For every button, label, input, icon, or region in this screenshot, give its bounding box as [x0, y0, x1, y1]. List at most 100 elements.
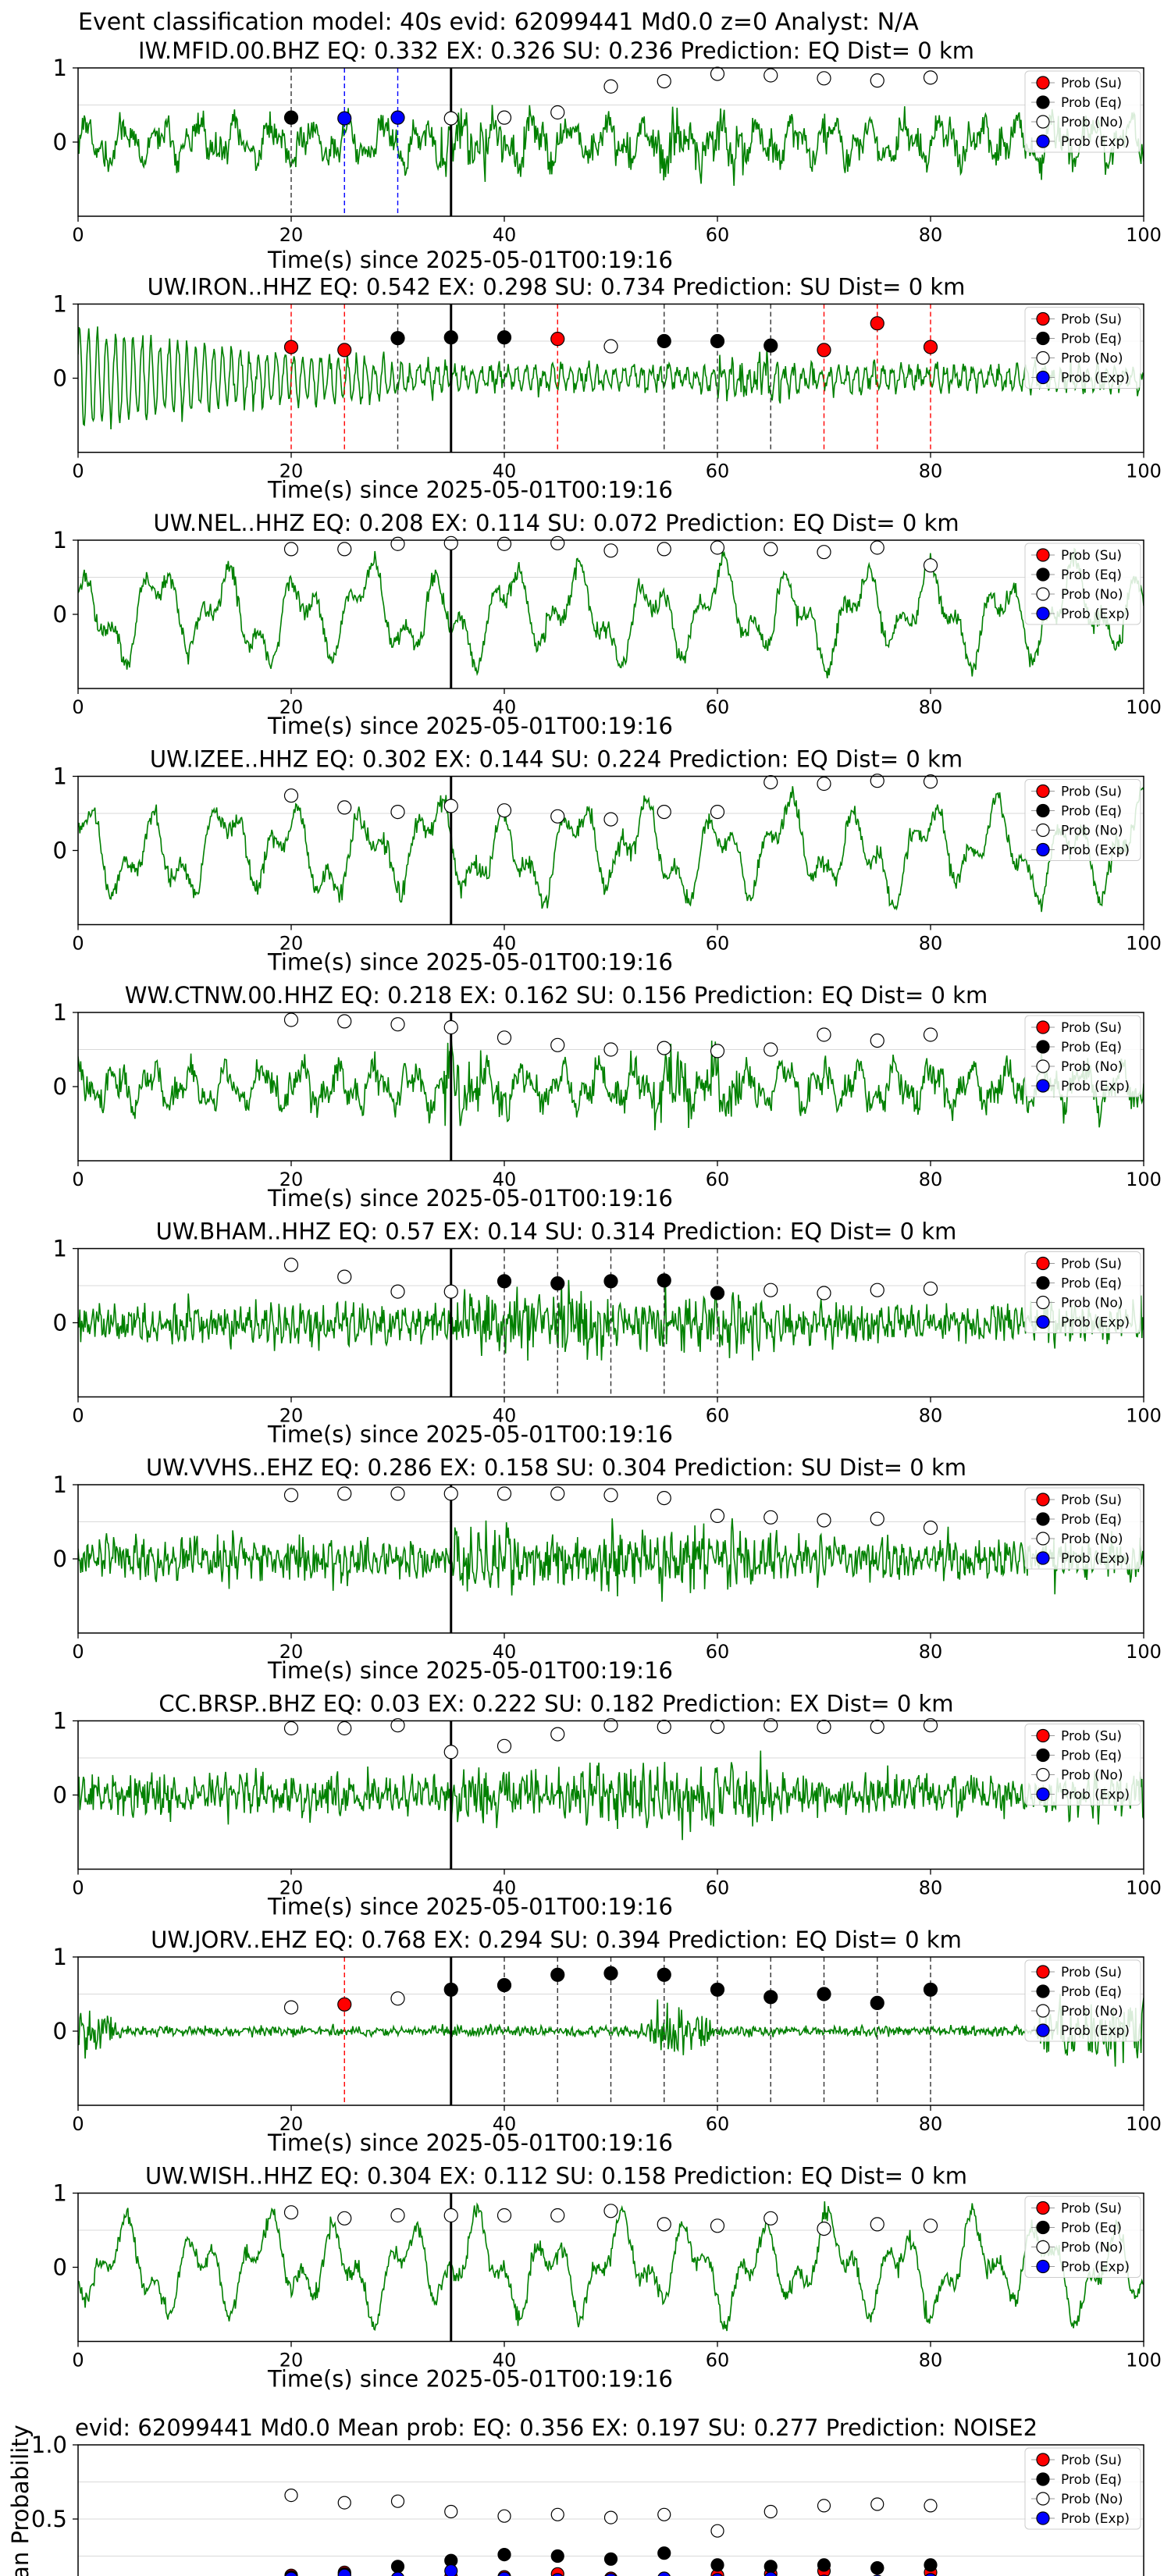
x-tick-label: 80	[919, 2350, 943, 2371]
legend-label-no: Prob (No)	[1061, 1532, 1123, 1547]
prob-marker-no	[443, 2208, 458, 2223]
panel-8: CC.BRSP..BHZ EQ: 0.03 EX: 0.222 SU: 0.18…	[53, 1691, 1162, 1920]
x-tick-label: 80	[919, 1169, 943, 1190]
prob-marker-eq	[923, 1982, 938, 1997]
prob-marker-exp	[337, 111, 352, 126]
prob-marker-no	[390, 1284, 405, 1299]
panel-title: CC.BRSP..BHZ EQ: 0.03 EX: 0.222 SU: 0.18…	[158, 1691, 953, 1717]
panel-title: UW.WISH..HHZ EQ: 0.304 EX: 0.112 SU: 0.1…	[145, 2163, 967, 2190]
mean-marker-no	[657, 2507, 671, 2521]
prob-marker-eq	[443, 330, 458, 345]
x-tick-label: 20	[279, 1169, 304, 1190]
mean-marker-exp	[497, 2571, 511, 2576]
legend-marker-exp	[1036, 1551, 1050, 1565]
mean-marker-eq	[390, 2560, 405, 2574]
prob-marker-no	[603, 79, 618, 94]
legend-box	[1024, 1251, 1141, 1333]
mean-marker-no	[550, 2507, 564, 2521]
mean-marker-exp	[552, 2573, 564, 2576]
y-tick-label: 0	[53, 1310, 67, 1336]
prob-marker-no	[603, 339, 618, 354]
prob-marker-no	[390, 1017, 405, 1032]
legend-label-eq: Prob (Eq)	[1061, 1276, 1122, 1292]
prob-marker-eq	[497, 1274, 512, 1289]
panel-title: UW.NEL..HHZ EQ: 0.208 EX: 0.114 SU: 0.07…	[153, 510, 959, 536]
legend-label-su: Prob (Su)	[1061, 1965, 1122, 1980]
waveform-trace	[78, 547, 1144, 678]
y-tick-label: 1	[53, 291, 67, 318]
mean-marker-eq	[817, 2558, 831, 2572]
x-tick-label: 80	[919, 696, 943, 718]
legend-marker-su	[1036, 311, 1050, 326]
legend-marker-exp	[1036, 607, 1050, 621]
prob-marker-no	[870, 774, 884, 788]
legend-box	[1024, 1015, 1141, 1098]
prob-marker-no	[657, 2217, 671, 2232]
waveform-trace	[78, 2201, 1144, 2332]
legend-marker-eq	[1036, 1276, 1050, 1290]
mean-marker-exp	[444, 2564, 458, 2576]
mean-marker-exp	[391, 2571, 404, 2576]
x-tick-label: 0	[72, 1877, 84, 1899]
y-tick-label: 1	[53, 1471, 67, 1498]
prob-marker-no	[657, 1490, 671, 1506]
waveform-trace	[78, 105, 1144, 187]
prob-marker-no	[763, 1042, 778, 1057]
legend-label-no: Prob (No)	[1061, 1296, 1123, 1311]
mean-marker-no	[817, 2499, 831, 2513]
x-tick-label: 20	[279, 696, 304, 718]
prob-marker-su	[337, 1997, 352, 2012]
legend-label-exp: Prob (Exp)	[1061, 2260, 1130, 2275]
prob-marker-no	[337, 1720, 352, 1736]
y-tick-label: 1	[53, 527, 67, 553]
x-tick-label: 60	[706, 224, 730, 246]
legend-marker-no	[1036, 1532, 1050, 1546]
prob-marker-eq	[657, 1967, 671, 1982]
panel-9: UW.JORV..EHZ EQ: 0.768 EX: 0.294 SU: 0.3…	[53, 1927, 1162, 2156]
legend-label-no: Prob (No)	[1061, 2004, 1123, 2019]
prob-marker-no	[657, 542, 671, 557]
prob-marker-eq	[603, 1966, 618, 1980]
prob-marker-no	[283, 1488, 299, 1503]
x-tick-label: 100	[1126, 933, 1162, 955]
mean-marker-eq	[657, 2546, 671, 2560]
prob-marker-no	[497, 110, 512, 125]
prob-marker-no	[710, 1720, 725, 1735]
legend-box	[1024, 307, 1141, 389]
mean-marker-no	[603, 2510, 618, 2524]
mean-marker-exp	[605, 2573, 617, 2576]
panel-1: IW.MFID.00.BHZ EQ: 0.332 EX: 0.326 SU: 0…	[53, 37, 1162, 273]
panel-10: UW.WISH..HHZ EQ: 0.304 EX: 0.112 SU: 0.1…	[53, 2163, 1162, 2393]
prob-marker-no	[603, 1042, 618, 1057]
x-tick-label: 40	[493, 461, 517, 482]
x-tick-label: 40	[493, 933, 517, 955]
prob-marker-eq	[390, 331, 405, 346]
legend-label-su: Prob (Su)	[1061, 1729, 1122, 1745]
panel-3: UW.NEL..HHZ EQ: 0.208 EX: 0.114 SU: 0.07…	[53, 510, 1162, 739]
prob-marker-no	[603, 1488, 618, 1503]
prob-marker-no	[497, 2208, 512, 2223]
x-tick-label: 40	[493, 696, 517, 718]
x-tick-label: 20	[279, 1405, 304, 1427]
prob-marker-no	[817, 545, 831, 560]
legend-label-eq: Prob (Eq)	[1061, 1512, 1122, 1528]
waveform-trace	[78, 1518, 1144, 1602]
prob-marker-no	[603, 1718, 618, 1733]
x-axis-label: Time(s) since 2025-05-01T00:19:16	[267, 713, 673, 739]
legend-label-su: Prob (Su)	[1061, 1020, 1122, 1036]
legend-marker-su	[1036, 784, 1050, 799]
prob-marker-no	[550, 535, 565, 550]
panel-2: UW.IRON..HHZ EQ: 0.542 EX: 0.298 SU: 0.7…	[53, 274, 1162, 503]
legend-label-su: Prob (Su)	[1061, 312, 1122, 328]
panel-title: WW.CTNW.00.HHZ EQ: 0.218 EX: 0.162 SU: 0…	[125, 982, 988, 1009]
prob-marker-no	[443, 1486, 458, 1501]
legend-marker-exp	[1036, 2259, 1050, 2274]
mean-marker-exp	[924, 2573, 937, 2576]
prob-marker-eq	[497, 1978, 512, 1993]
x-tick-label: 0	[72, 696, 84, 718]
x-tick-label: 20	[279, 2350, 304, 2371]
legend-marker-exp	[1036, 2023, 1050, 2037]
x-tick-label: 20	[279, 933, 304, 955]
legend-marker-eq	[1036, 331, 1050, 346]
legend-marker-no	[1036, 350, 1050, 365]
